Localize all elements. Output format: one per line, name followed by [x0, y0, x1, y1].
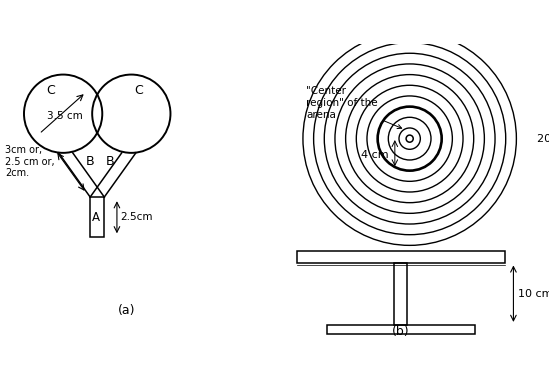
Text: B: B	[105, 155, 114, 168]
Text: 3.5 cm: 3.5 cm	[47, 111, 82, 121]
Text: B: B	[85, 155, 94, 168]
Text: 20 cm: 20 cm	[537, 134, 549, 144]
Bar	[297, 251, 505, 263]
Text: 1 cm: 1 cm	[432, 0, 459, 1]
Text: 10 cm: 10 cm	[518, 289, 549, 299]
Bar	[90, 197, 104, 237]
Bar	[327, 325, 475, 334]
Text: C: C	[135, 84, 143, 98]
Text: A: A	[92, 211, 100, 224]
Text: "Center
region" of the
arena: "Center region" of the arena	[306, 86, 402, 129]
Text: (b): (b)	[392, 325, 410, 338]
Text: 2.5cm: 2.5cm	[121, 212, 153, 222]
Text: 4 cm: 4 cm	[361, 150, 388, 160]
Text: C: C	[46, 84, 55, 98]
Text: 3cm or,
2.5 cm or,
2cm.: 3cm or, 2.5 cm or, 2cm.	[5, 145, 55, 178]
Bar	[394, 263, 407, 325]
Text: (a): (a)	[117, 304, 135, 317]
